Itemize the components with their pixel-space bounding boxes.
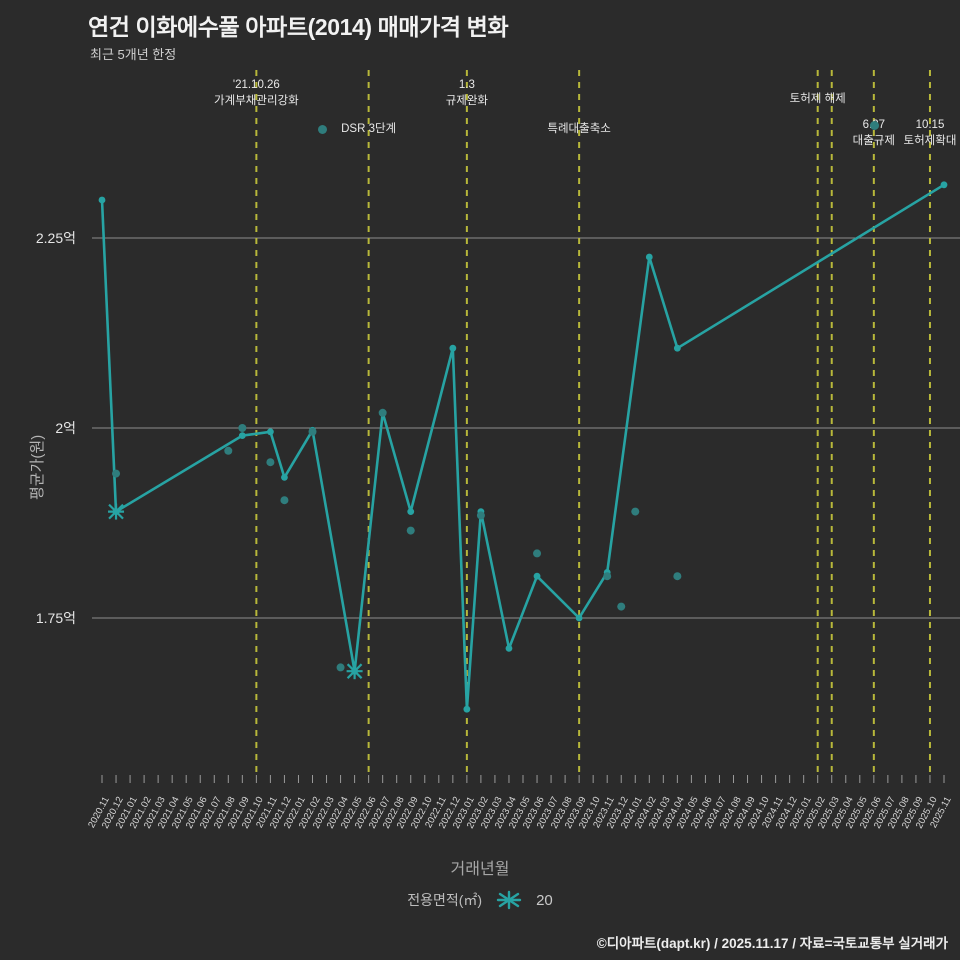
data-point[interactable] (224, 446, 233, 455)
event-annotation: 토허제 해제 (790, 92, 846, 108)
data-point[interactable] (631, 507, 640, 516)
page-subtitle: 최근 5개년 한정 (90, 47, 177, 62)
y-axis-tick-label: 2.25억 (35, 230, 76, 246)
event-name: 특례대출축소 (547, 123, 611, 135)
x-star-marker-icon (496, 890, 522, 910)
data-point[interactable] (238, 424, 247, 432)
data-point[interactable] (533, 549, 542, 558)
y-axis-tick-label: 2억 (55, 420, 76, 436)
data-point[interactable] (505, 645, 513, 652)
event-annotation: DSR 3단계 (341, 122, 396, 138)
data-point[interactable] (617, 602, 626, 611)
data-point[interactable] (238, 432, 246, 439)
event-name: 토허제확대 (903, 134, 957, 147)
data-point-marker[interactable] (346, 663, 363, 680)
data-point[interactable] (575, 614, 583, 622)
data-point[interactable] (266, 458, 275, 467)
annotation-dot-icon (869, 121, 879, 130)
data-point[interactable] (98, 196, 106, 204)
footer-credit: ©디아파트(dapt.kr) / 2025.11.17 / 자료=국토교통부 실… (596, 936, 948, 951)
data-point[interactable] (645, 253, 653, 261)
event-name: DSR 3단계 (341, 123, 397, 135)
y-axis-title: 평균가(원) (29, 434, 46, 500)
annotation-dot-icon (317, 125, 327, 134)
event-annotation: 특례대출축소 (547, 122, 610, 138)
event-annotation: 10.15 토허제확대 (904, 118, 957, 149)
x-axis-title: 거래년월 (450, 861, 510, 878)
data-point[interactable] (940, 181, 948, 189)
legend-value: 20 (536, 891, 553, 909)
data-point[interactable] (281, 474, 288, 481)
data-point-marker[interactable] (108, 503, 125, 520)
data-point[interactable] (336, 663, 345, 672)
data-point[interactable] (449, 344, 457, 352)
data-point[interactable] (280, 496, 289, 505)
data-point[interactable] (463, 705, 471, 713)
event-date: 1.3 (458, 79, 475, 91)
event-name: 가계부채관리강화 (214, 94, 299, 107)
event-name: 대출규제 (852, 134, 895, 147)
data-point[interactable] (267, 428, 274, 436)
event-name: 토허제 해제 (789, 93, 846, 105)
event-name: 규제완화 (445, 94, 489, 107)
data-point[interactable] (112, 469, 121, 478)
data-point[interactable] (476, 511, 485, 520)
event-date: '21.10.26 (232, 79, 280, 91)
data-point[interactable] (308, 427, 317, 436)
data-point[interactable] (533, 572, 541, 580)
data-point[interactable] (673, 572, 682, 581)
event-date: 10.15 (915, 119, 945, 131)
legend-title: 전용면적(㎡) (407, 892, 483, 908)
x-axis-labels: 2020.11 2020.12 2021.01 2021.02 2021.03 2021.… (86, 795, 960, 855)
chart-canvas (92, 70, 960, 783)
data-point[interactable] (673, 344, 681, 352)
data-point[interactable] (378, 408, 387, 417)
data-point[interactable] (407, 508, 415, 515)
data-point[interactable] (603, 572, 612, 581)
event-annotation: 1.3 규제완화 (446, 78, 488, 109)
y-axis-tick-label: 1.75억 (35, 610, 76, 626)
event-annotation: '21.10.26 가계부채관리강화 (214, 78, 299, 109)
plot-area: 평균가(원) (29, 70, 960, 785)
legend: 전용면적(㎡) 20 (0, 890, 960, 910)
page-title: 연건 이화에수풀 아파트(2014) 매매가격 변화 (88, 14, 509, 40)
data-point[interactable] (406, 526, 415, 535)
